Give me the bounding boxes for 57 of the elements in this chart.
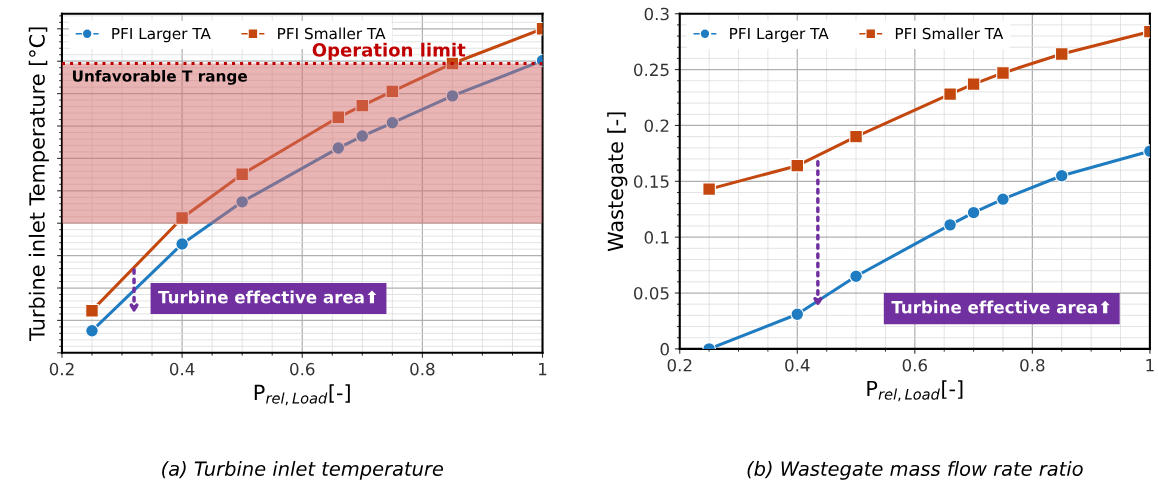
band-label: Unfavorable T range [72,69,247,85]
annotation: Turbine effective area⬆ [158,290,377,304]
point [85,303,99,318]
text: (a) Turbine inlet temperature [162,460,444,480]
y-tick-label: 0.1 [644,231,669,244]
point [235,167,249,182]
y-tick-label: 0.2 [644,119,669,133]
x-tick-label: 1 [1146,359,1154,372]
y-tick-label: 0 [660,342,669,356]
y-tick-label: 0.25 [634,63,669,77]
x-tick-label: 1 [539,363,547,376]
y-axis-title: Wastegate [-] [607,112,628,252]
point [175,237,189,251]
y-tick-label: 0.3 [644,7,669,21]
ref-line-label: Operation limit [312,42,466,61]
legend-label: PFI Smaller TA [895,27,1004,40]
point [849,269,863,284]
point [996,66,1010,80]
x-tick-label: 0.4 [785,358,810,372]
point [445,89,460,103]
point [85,323,99,338]
y-tick-label: 0.15 [634,175,669,188]
point [385,84,400,99]
x-tick-label: 0.2 [667,358,692,372]
point [331,110,346,125]
point [943,218,957,232]
point [996,192,1010,206]
x-tick-label: 0.6 [290,362,315,376]
point [235,195,249,209]
point [385,115,400,130]
text: (b) Wastegate mass flow rate ratio [747,460,1083,480]
point [355,129,370,143]
y-axis-title: Turbine inlet Temperature [°C] [28,27,49,341]
point [966,205,981,220]
point [943,87,957,101]
x-tick-label: 0.4 [169,362,195,376]
point [355,98,370,113]
y-tick-label: 0.05 [634,286,669,300]
point [331,141,346,155]
point [175,211,189,225]
point [849,129,863,144]
legend-label: PFI Larger TA [730,27,829,43]
legend-label: PFI Larger TA [112,27,211,43]
x-axis-title: P$_{rel,Load}$[-] [254,384,350,406]
legend-label: PFI Smaller TA [278,27,386,40]
point [1054,168,1069,183]
point [790,158,805,173]
x-axis-title: P$_{rel,Load}$[-] [867,380,963,402]
point [702,182,716,196]
x-tick-label: 0.8 [410,362,435,376]
point [790,307,805,322]
x-tick-label: 0.2 [49,362,74,376]
x-tick-label: 0.6 [902,358,928,372]
point [1054,47,1069,61]
annotation: Turbine effective area⬆ [891,300,1110,314]
x-tick-label: 0.8 [1020,358,1045,372]
point [966,77,981,91]
